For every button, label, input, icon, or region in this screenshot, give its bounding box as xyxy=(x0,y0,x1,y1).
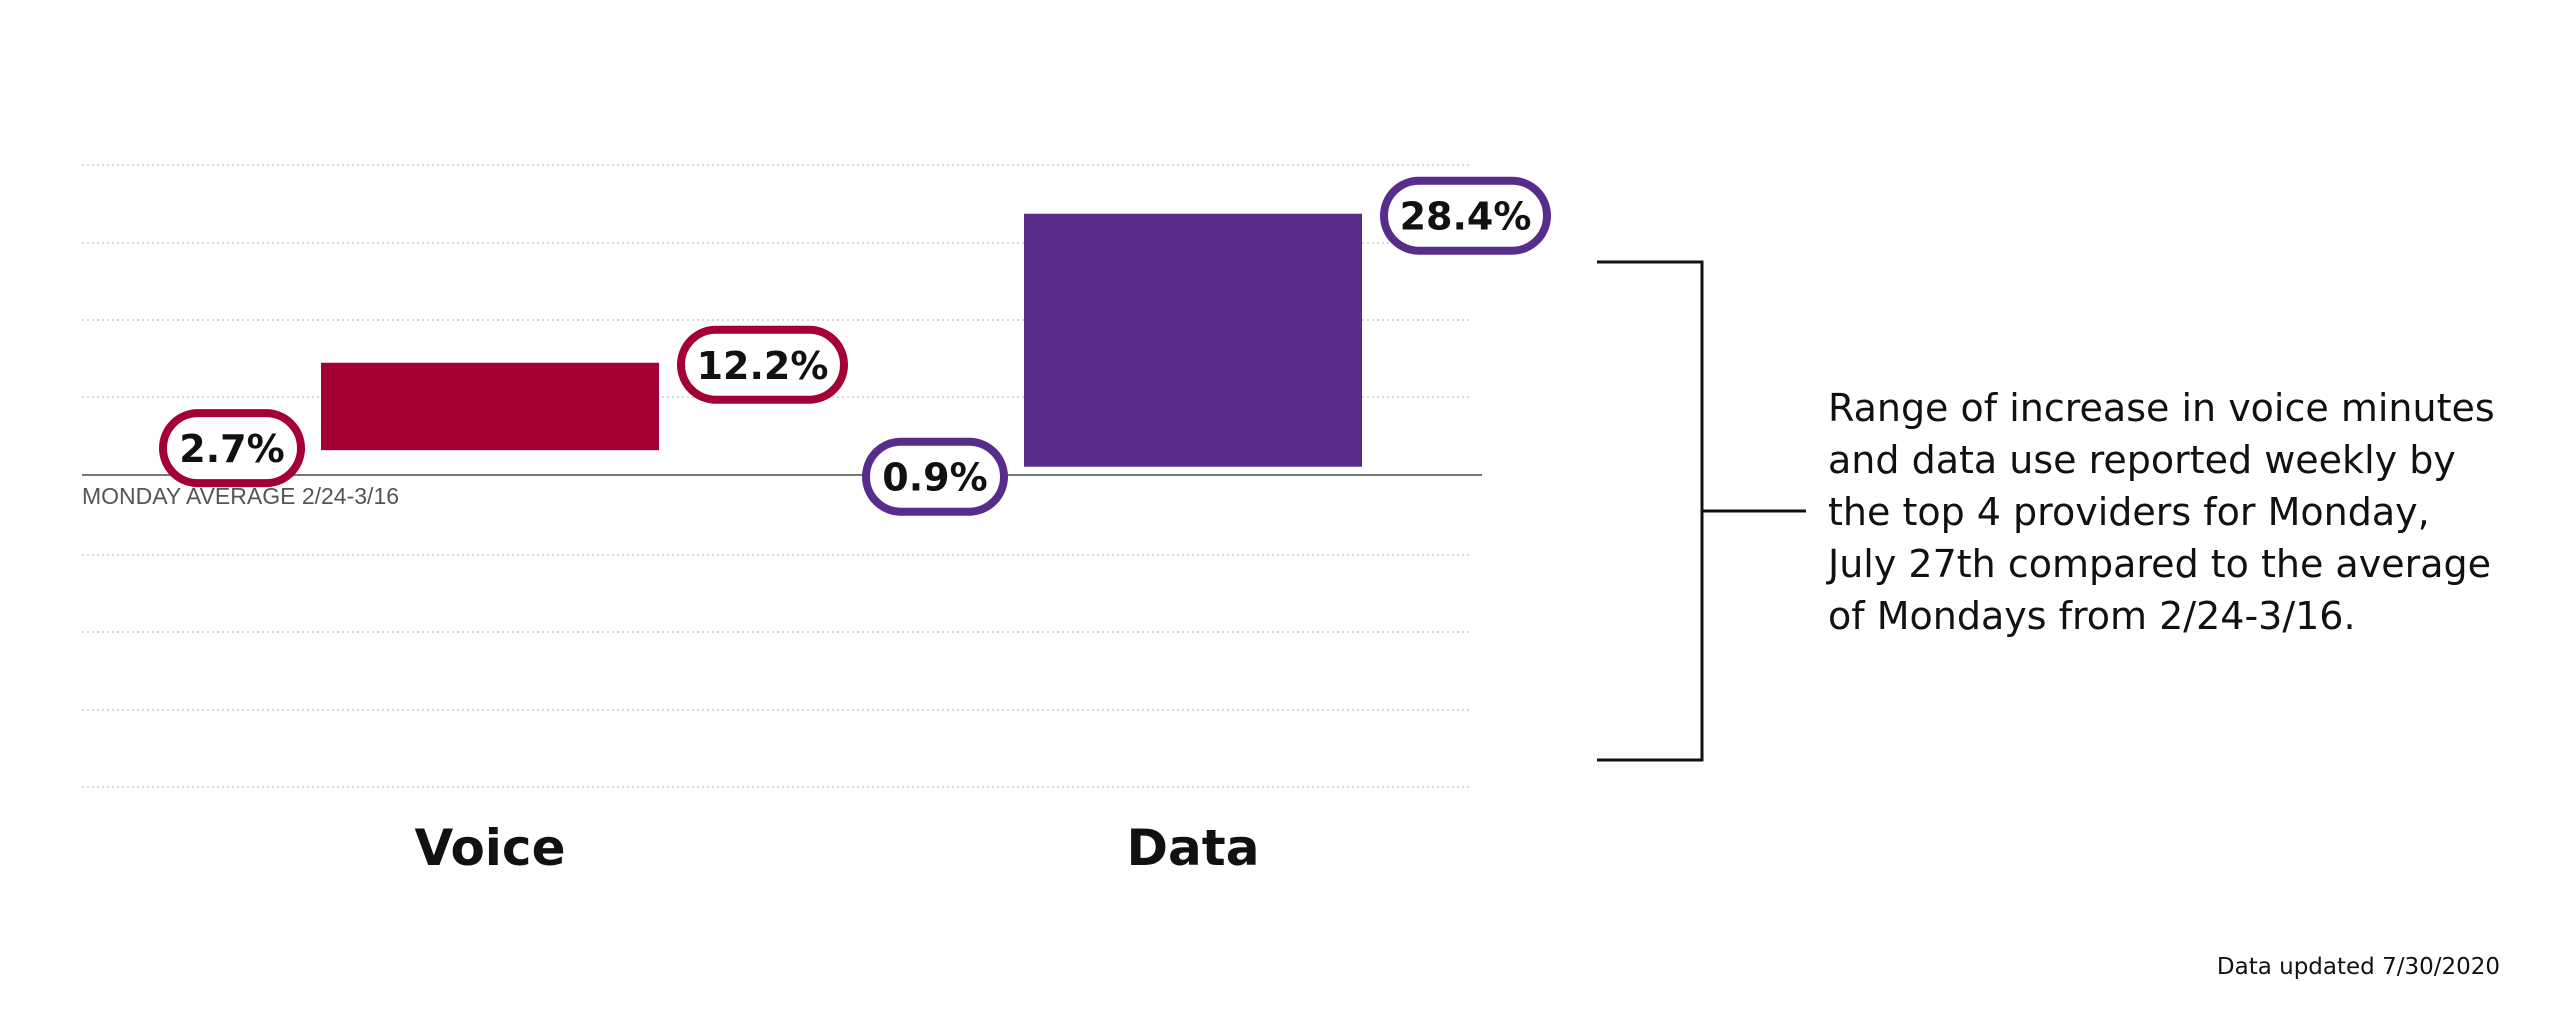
data-low-label-pill xyxy=(862,437,1008,516)
bracket-line xyxy=(1597,260,1704,762)
voice-high-label-text: 12.2% xyxy=(697,344,829,388)
data-range-bar xyxy=(1024,213,1362,467)
value-labels: 2.7% 12.2% 0.9% 28.4% xyxy=(159,176,1551,516)
data-high-label-pill xyxy=(1380,176,1551,255)
data-high-label: 28.4% xyxy=(1380,176,1551,255)
bars-group xyxy=(321,213,1362,467)
category-label-voice: Voice xyxy=(414,819,565,877)
category-labels: Voice Data xyxy=(414,819,1259,877)
voice-low-label-pill xyxy=(159,409,305,488)
range-bracket xyxy=(1597,260,1806,762)
voice-low-label-text: 2.7% xyxy=(179,427,284,471)
voice-high-label: 12.2% xyxy=(677,325,848,404)
category-label-data: Data xyxy=(1127,819,1260,877)
data-high-label-text: 28.4% xyxy=(1400,195,1532,239)
range-annotation: Range of increase in voice minutes and d… xyxy=(1828,386,2495,638)
baseline-label: MONDAY AVERAGE 2/24-3/16 xyxy=(82,483,399,509)
data-low-label: 0.9% xyxy=(862,437,1008,516)
data-low-label-text: 0.9% xyxy=(882,456,987,500)
data-updated-note: Data updated 7/30/2020 xyxy=(2216,954,2500,980)
voice-high-label-pill xyxy=(677,325,848,404)
voice-range-bar xyxy=(321,362,659,451)
voice-low-label: 2.7% xyxy=(159,409,305,488)
